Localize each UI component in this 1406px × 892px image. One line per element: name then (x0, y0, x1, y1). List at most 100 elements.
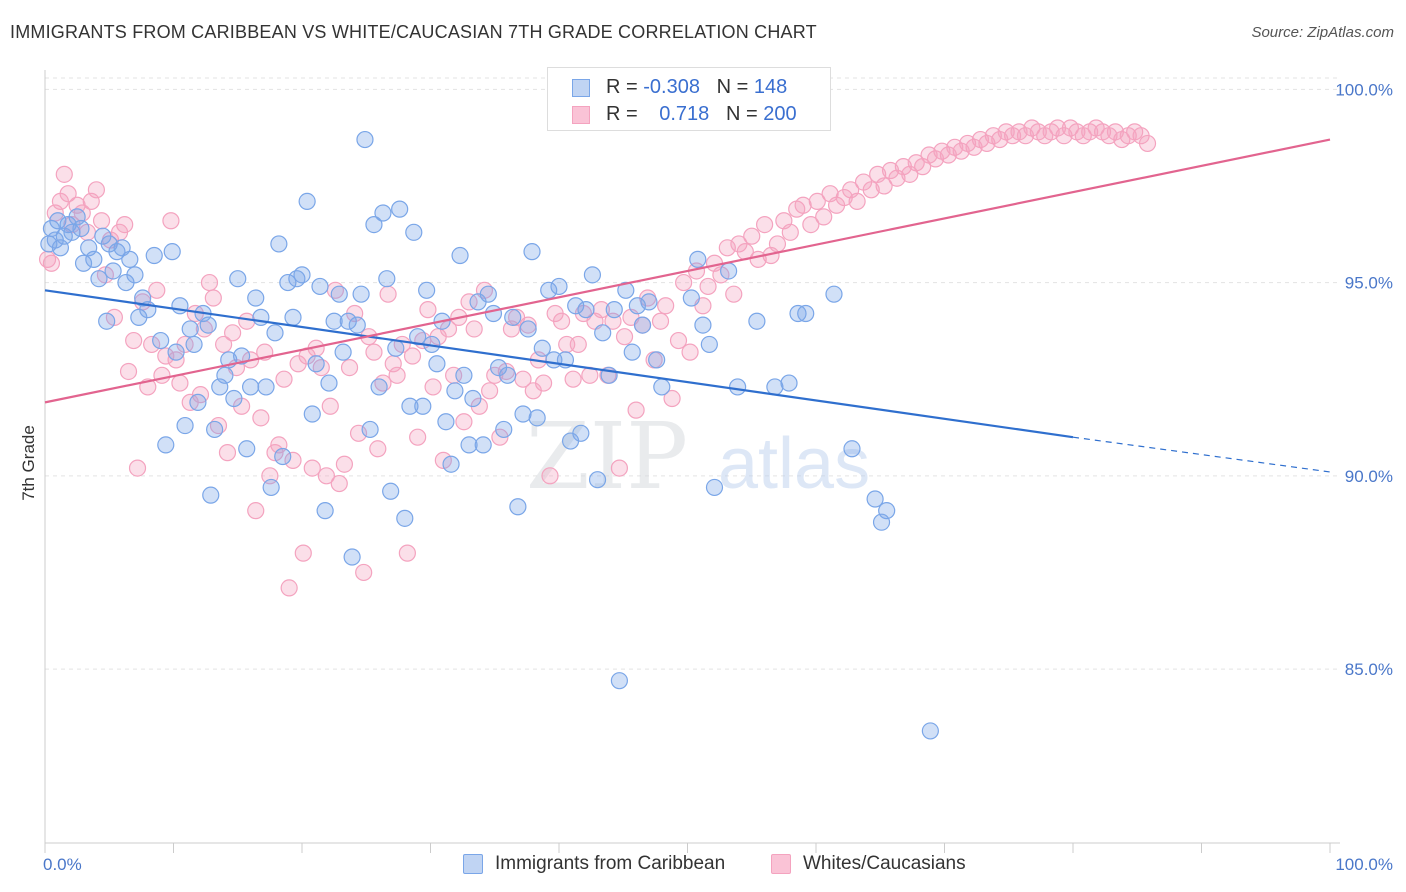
point-whites (171, 374, 189, 392)
source-credit: Source: ZipAtlas.com (1251, 24, 1394, 41)
point-whites (119, 362, 138, 381)
point-whites (1138, 134, 1157, 153)
point-caribbean (320, 374, 338, 392)
point-whites (369, 440, 387, 458)
point-caribbean (550, 277, 568, 296)
point-caribbean (504, 308, 522, 326)
point-caribbean (316, 502, 334, 520)
point-whites (424, 378, 442, 396)
point-whites (398, 544, 416, 562)
point-caribbean (202, 486, 220, 504)
point-whites (157, 347, 175, 365)
point-caribbean (843, 440, 861, 458)
point-caribbean (396, 509, 414, 527)
point-caribbean (348, 316, 366, 334)
point-whites (275, 370, 293, 388)
point-whites (92, 212, 111, 230)
point-whites (388, 366, 406, 384)
point-caribbean (72, 219, 90, 238)
point-caribbean (266, 324, 284, 342)
point-caribbean (700, 335, 718, 354)
point-caribbean (446, 382, 464, 400)
point-caribbean (343, 548, 361, 566)
point-caribbean (374, 204, 392, 222)
point-caribbean (74, 254, 93, 272)
point-caribbean (152, 331, 170, 350)
point-caribbean (293, 266, 311, 284)
point-caribbean (583, 266, 602, 284)
point-caribbean (330, 285, 348, 303)
y-tick-label: 90.0% (1345, 467, 1393, 486)
point-caribbean (405, 223, 423, 241)
point-caribbean (303, 405, 321, 423)
point-whites (781, 223, 799, 241)
point-caribbean (866, 490, 884, 508)
point-whites (409, 428, 427, 446)
point-caribbean (370, 378, 388, 396)
point-whites (87, 181, 106, 199)
trendline-caribbean-extension (1072, 436, 1331, 473)
point-whites (125, 331, 143, 350)
point-whites (743, 227, 761, 245)
point-whites (681, 343, 699, 361)
legend-r-label: R = (606, 76, 638, 98)
point-caribbean (484, 304, 503, 323)
point-caribbean (780, 374, 798, 392)
point-whites (403, 347, 422, 365)
point-caribbean (242, 378, 260, 396)
point-caribbean (185, 335, 203, 354)
point-whites (465, 320, 483, 338)
point-caribbean (216, 366, 234, 384)
point-whites (105, 308, 123, 326)
point-caribbean (633, 316, 652, 334)
point-caribbean (455, 366, 473, 384)
point-caribbean (387, 339, 405, 357)
point-caribbean (298, 192, 316, 211)
point-caribbean (181, 320, 199, 338)
point-whites (330, 474, 348, 493)
point-caribbean (63, 223, 81, 241)
point-caribbean (104, 262, 122, 280)
point-whites (862, 181, 880, 199)
point-caribbean (356, 130, 374, 149)
point-caribbean (233, 347, 251, 365)
point-whites (365, 343, 383, 361)
point-caribbean (523, 243, 541, 261)
point-caribbean (121, 250, 139, 268)
legend-n-label: N = (725, 103, 758, 125)
point-caribbean (176, 416, 194, 435)
point-whites (128, 459, 147, 477)
point-whites (59, 185, 77, 203)
point-whites (321, 397, 339, 415)
point-caribbean (334, 343, 352, 361)
point-caribbean (442, 455, 460, 473)
point-caribbean (464, 389, 482, 408)
point-whites (379, 285, 397, 303)
point-whites (252, 409, 270, 427)
legend-swatch-whites (572, 106, 590, 124)
point-caribbean (325, 312, 343, 330)
point-whites (768, 235, 787, 253)
point-caribbean (648, 351, 666, 369)
point-whites (340, 359, 359, 377)
point-whites (355, 563, 373, 582)
point-whites (669, 331, 688, 350)
point-caribbean (748, 312, 766, 330)
point-caribbean (199, 316, 217, 334)
point-caribbean (163, 243, 181, 261)
point-whites (455, 413, 473, 431)
point-whites (42, 254, 61, 272)
point-caribbean (270, 235, 288, 253)
point-caribbean (206, 420, 224, 439)
y-tick-label: 100.0% (1335, 80, 1393, 99)
point-caribbean (365, 216, 383, 234)
point-caribbean (689, 250, 707, 268)
point-caribbean (229, 270, 247, 288)
point-caribbean (98, 312, 116, 330)
watermark-atlas: atlas (718, 424, 870, 504)
point-caribbean (878, 502, 896, 520)
legend-r-value: 0.718 (659, 103, 710, 125)
point-whites (247, 502, 265, 520)
point-whites (55, 165, 73, 183)
point-caribbean (90, 270, 108, 288)
